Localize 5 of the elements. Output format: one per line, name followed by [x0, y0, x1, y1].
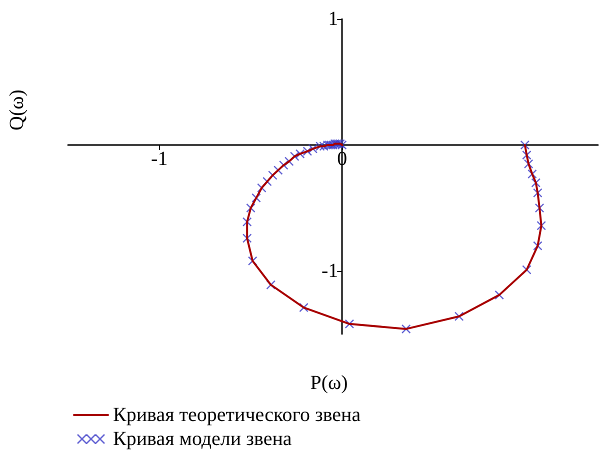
legend-label: Кривая теоретического звена: [113, 404, 361, 426]
x-axis-title: P(ω): [310, 372, 348, 394]
legend-label: Кривая модели звена: [113, 428, 292, 450]
y-tick-label: 1: [328, 8, 338, 30]
y-axis-title: Q(ω): [6, 90, 28, 130]
